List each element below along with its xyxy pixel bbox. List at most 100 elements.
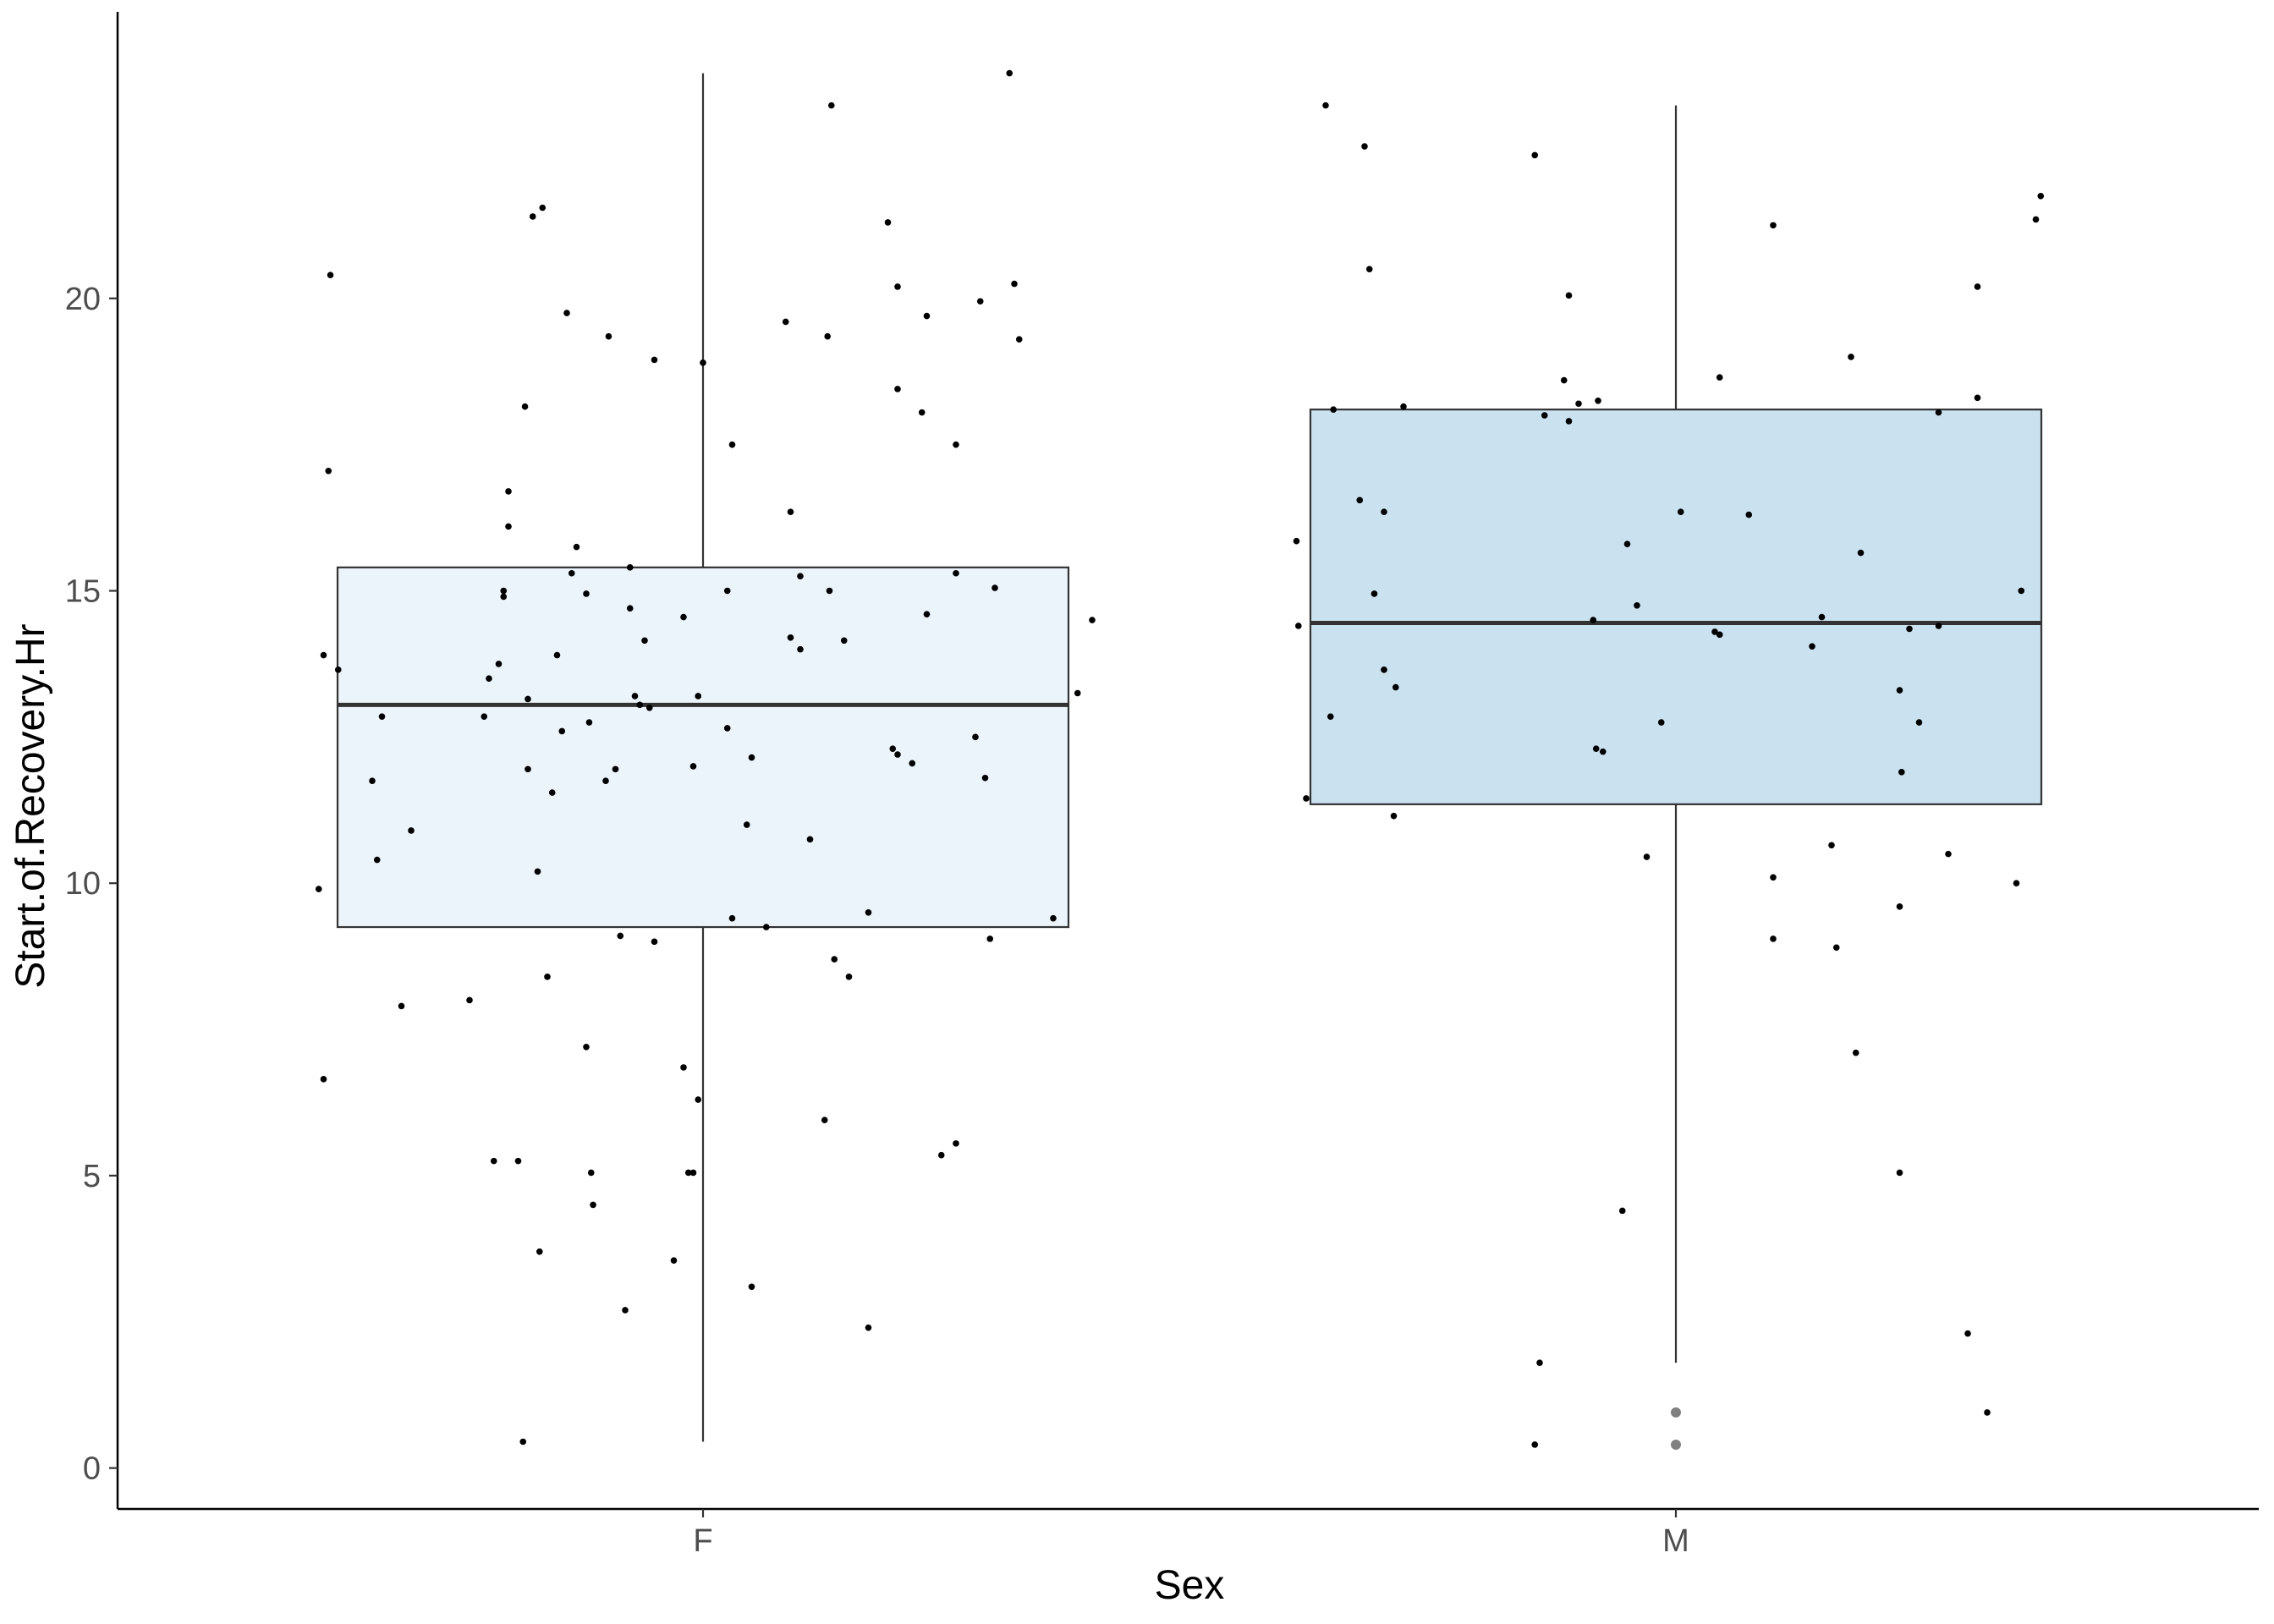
data-point bbox=[1293, 537, 1300, 545]
iqr-box bbox=[1309, 409, 2043, 805]
data-point bbox=[490, 1157, 497, 1165]
data-point bbox=[865, 1324, 872, 1331]
data-point bbox=[1809, 643, 1815, 650]
data-point bbox=[534, 868, 541, 875]
data-point bbox=[937, 1151, 945, 1159]
data-point bbox=[369, 777, 376, 784]
x-axis-title: Sex bbox=[1155, 1563, 1225, 1608]
data-point bbox=[1326, 713, 1334, 720]
data-point bbox=[583, 590, 590, 597]
data-point bbox=[723, 587, 731, 595]
data-point bbox=[585, 719, 593, 726]
data-point bbox=[1716, 374, 1723, 381]
data-point bbox=[486, 675, 492, 683]
data-point bbox=[1623, 540, 1631, 547]
data-point bbox=[821, 1116, 828, 1124]
data-point bbox=[918, 409, 926, 416]
data-point bbox=[1592, 745, 1600, 752]
data-point bbox=[505, 523, 512, 530]
y-tick-label: 5 bbox=[83, 1159, 101, 1194]
data-point bbox=[1896, 687, 1903, 694]
data-point bbox=[602, 777, 609, 784]
x-tick-label: M bbox=[1662, 1523, 1689, 1559]
data-point bbox=[315, 886, 322, 892]
data-point bbox=[986, 935, 994, 942]
data-point bbox=[976, 298, 984, 305]
data-point bbox=[1964, 1330, 1971, 1337]
data-point bbox=[2032, 216, 2040, 223]
data-point bbox=[953, 1140, 959, 1147]
data-point bbox=[481, 713, 488, 720]
data-point bbox=[700, 359, 706, 366]
data-point bbox=[626, 564, 634, 571]
outlier-point bbox=[1671, 1407, 1681, 1418]
data-point bbox=[689, 1169, 697, 1177]
data-point bbox=[2018, 587, 2025, 595]
data-point bbox=[1770, 222, 1777, 229]
data-point bbox=[1745, 511, 1753, 518]
data-point bbox=[1643, 853, 1651, 860]
data-point bbox=[500, 593, 508, 601]
iqr-box bbox=[336, 566, 1070, 929]
data-point bbox=[981, 774, 989, 782]
data-point bbox=[558, 727, 566, 735]
data-point bbox=[1984, 1409, 1991, 1416]
data-point bbox=[1050, 914, 1057, 922]
data-point bbox=[797, 645, 804, 653]
data-point bbox=[398, 1002, 405, 1010]
data-point bbox=[1711, 628, 1718, 635]
data-point bbox=[1935, 623, 1942, 629]
y-tick-label: 10 bbox=[65, 866, 101, 902]
data-point bbox=[1896, 903, 1903, 910]
data-point bbox=[884, 219, 892, 226]
data-point bbox=[587, 1169, 595, 1177]
data-point bbox=[972, 733, 979, 741]
data-point bbox=[1381, 667, 1387, 673]
data-point bbox=[889, 745, 897, 752]
data-point bbox=[1595, 397, 1601, 404]
data-point bbox=[1356, 497, 1364, 504]
data-point bbox=[590, 1201, 596, 1209]
data-point bbox=[1657, 719, 1665, 726]
data-point bbox=[636, 701, 644, 709]
data-point bbox=[1565, 418, 1573, 425]
data-point bbox=[1295, 623, 1302, 629]
data-point bbox=[612, 765, 619, 773]
data-point bbox=[894, 751, 901, 758]
data-point bbox=[519, 1438, 527, 1446]
data-point bbox=[1361, 143, 1368, 150]
data-point bbox=[1898, 769, 1905, 776]
data-point bbox=[1565, 292, 1573, 299]
data-point bbox=[728, 914, 736, 922]
data-point bbox=[1896, 1169, 1903, 1177]
data-point bbox=[1770, 935, 1777, 942]
data-point bbox=[378, 713, 386, 720]
data-point bbox=[408, 827, 415, 834]
data-point bbox=[1330, 406, 1337, 413]
data-point bbox=[748, 754, 755, 761]
data-point bbox=[536, 1248, 543, 1255]
data-point bbox=[1770, 874, 1777, 881]
data-point bbox=[334, 667, 342, 673]
data-point bbox=[1015, 336, 1023, 343]
data-point bbox=[1541, 412, 1548, 419]
data-point bbox=[514, 1157, 522, 1165]
data-point bbox=[1974, 394, 1981, 402]
data-point bbox=[824, 332, 831, 340]
data-point bbox=[1974, 283, 1981, 290]
data-point bbox=[695, 1096, 702, 1103]
data-point bbox=[845, 974, 853, 980]
data-point bbox=[1074, 689, 1081, 697]
data-point bbox=[1590, 617, 1597, 623]
data-point bbox=[1089, 617, 1096, 623]
data-point bbox=[1531, 151, 1539, 159]
data-point bbox=[695, 693, 702, 700]
data-point bbox=[680, 613, 687, 621]
data-point bbox=[529, 213, 536, 220]
data-point bbox=[525, 695, 531, 703]
data-point bbox=[743, 821, 750, 828]
data-point bbox=[894, 386, 901, 392]
data-point bbox=[325, 467, 332, 475]
boxes-layer bbox=[336, 73, 2043, 1450]
data-point bbox=[1560, 376, 1568, 384]
